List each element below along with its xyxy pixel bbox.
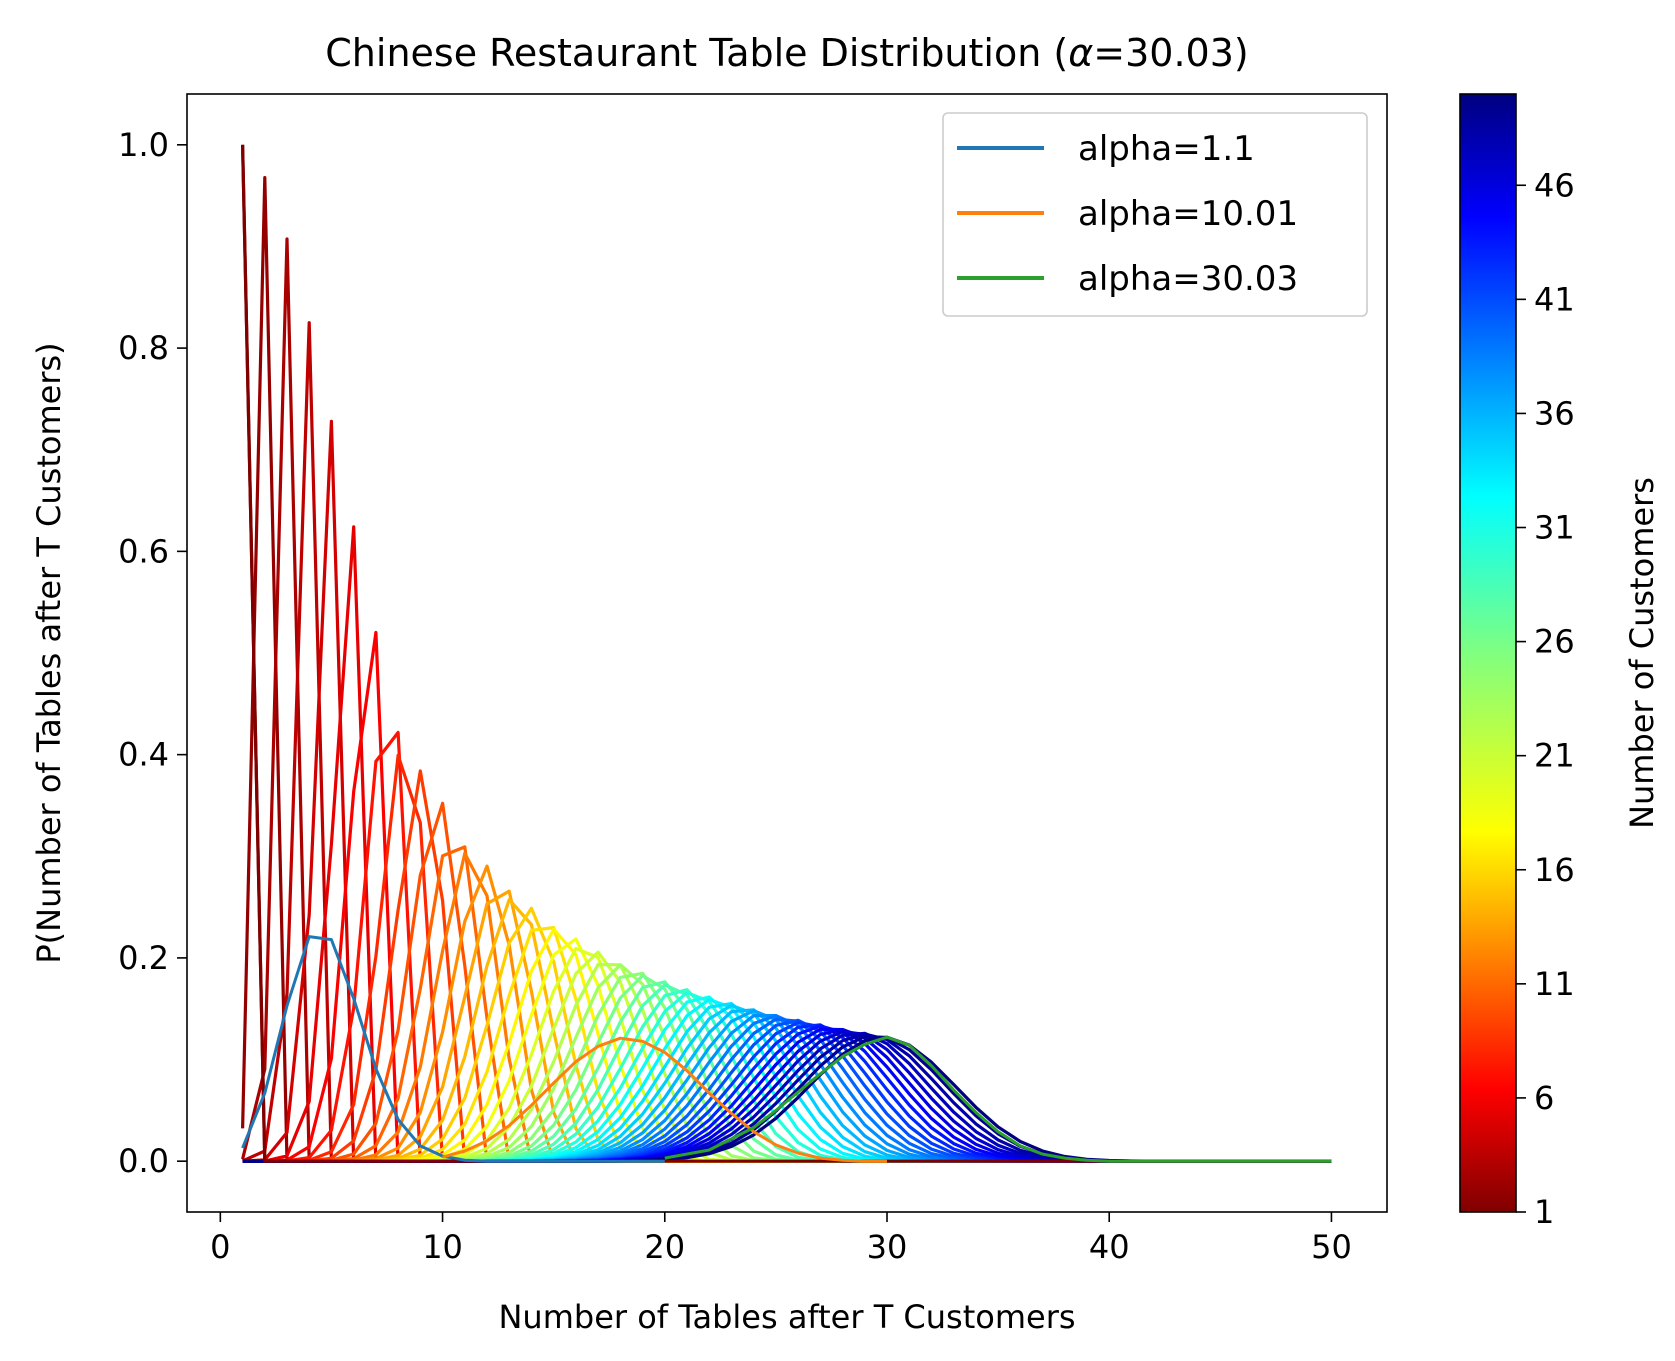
- colorbar-label: Number of Customers: [1623, 477, 1661, 829]
- y-tick-label: 0.2: [118, 939, 169, 977]
- series-line-2: [664, 1035, 1332, 1163]
- series-lines: [241, 935, 1332, 1163]
- legend-label-alpha-1-1: alpha=1.1: [1078, 129, 1255, 169]
- y-tick-label: 1.0: [118, 126, 169, 164]
- legend: alpha=1.1 alpha=10.01 alpha=30.03: [942, 112, 1368, 317]
- x-tick-label: 50: [1311, 1228, 1352, 1266]
- x-axis-ticks: 0 10 20 30 40 50: [210, 1212, 1352, 1266]
- colorbar-tick-label: 26: [1534, 623, 1575, 661]
- y-tick-label: 0.6: [118, 532, 169, 570]
- colorbar-tick-label: 36: [1534, 394, 1575, 432]
- colorbar-tick-label: 21: [1534, 737, 1575, 775]
- y-axis-ticks: 0.0 0.2 0.4 0.6 0.8 1.0: [118, 126, 187, 1180]
- x-tick-label: 30: [867, 1228, 908, 1266]
- legend-label-alpha-10-01: alpha=10.01: [1078, 194, 1298, 234]
- y-axis-label: P(Number of Tables after T Customers): [30, 342, 68, 963]
- x-tick-label: 0: [210, 1228, 230, 1266]
- colorbar: [1459, 93, 1517, 1213]
- x-tick-label: 10: [422, 1228, 463, 1266]
- series-line-1: [442, 1036, 887, 1163]
- plot-frame: [186, 93, 1388, 1213]
- legend-box: [942, 112, 1368, 317]
- colorbar-tick-label: 6: [1534, 1079, 1554, 1117]
- y-tick-label: 0.0: [118, 1142, 169, 1180]
- x-axis-label: Number of Tables after T Customers: [498, 1298, 1075, 1336]
- x-tick-label: 20: [644, 1228, 685, 1266]
- y-tick-label: 0.4: [118, 736, 169, 774]
- series-line-0: [241, 935, 665, 1163]
- colorbar-tick-label: 46: [1534, 166, 1575, 204]
- x-tick-label: 40: [1089, 1228, 1130, 1266]
- colorbar-tick-label: 11: [1534, 965, 1575, 1003]
- legend-label-alpha-30-03: alpha=30.03: [1078, 259, 1298, 299]
- chart-title: Chinese Restaurant Table Distribution (α…: [325, 31, 1248, 75]
- colorbar-tick-label: 41: [1534, 280, 1575, 318]
- colorbar-tick-label: 16: [1534, 851, 1575, 889]
- y-tick-label: 0.8: [118, 329, 169, 367]
- colorbar-tick-label: 1: [1534, 1193, 1554, 1231]
- colorbar-tick-label: 31: [1534, 509, 1575, 547]
